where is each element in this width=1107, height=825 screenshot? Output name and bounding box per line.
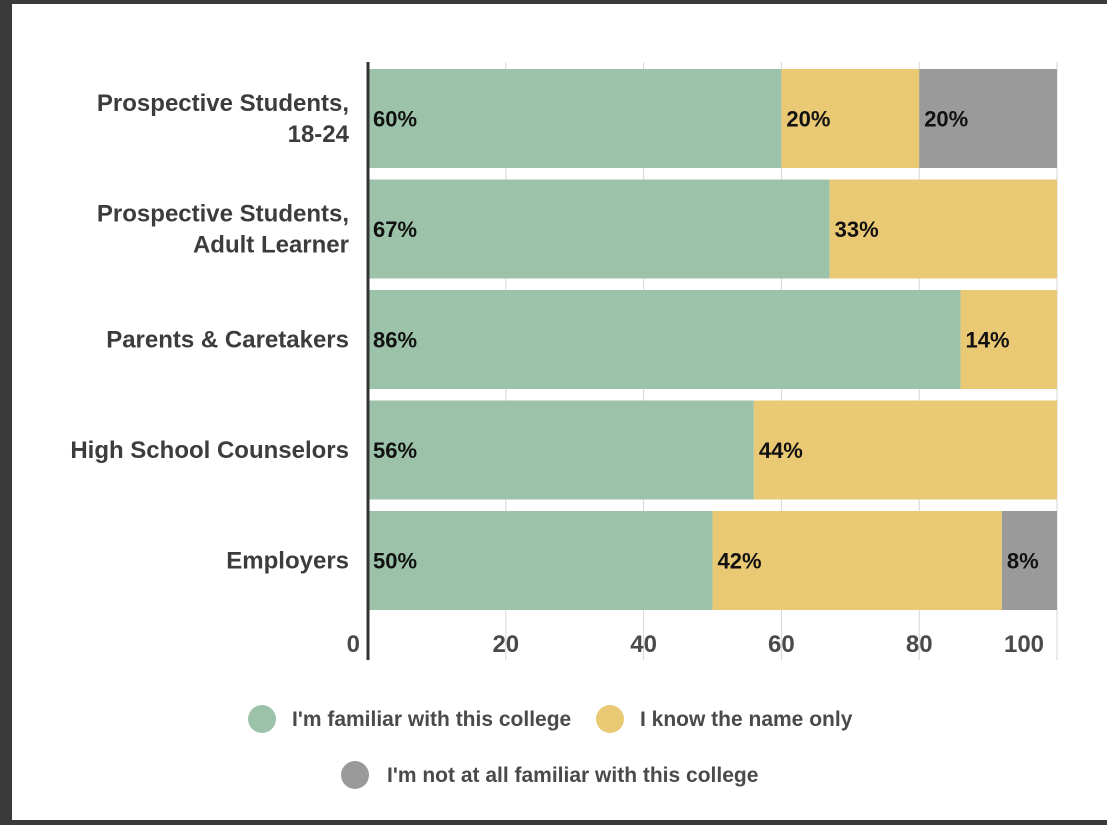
data-label: 56% bbox=[373, 438, 417, 463]
data-label: 67% bbox=[373, 217, 417, 242]
category-label: Employers bbox=[226, 548, 349, 575]
data-label: 20% bbox=[786, 107, 830, 132]
data-label: 42% bbox=[718, 549, 762, 574]
data-label: 14% bbox=[966, 328, 1010, 353]
legend-label: I'm familiar with this college bbox=[292, 708, 571, 731]
bar-segment bbox=[368, 511, 713, 610]
x-tick-label: 20 bbox=[492, 631, 519, 658]
x-tick-label: 0 bbox=[347, 631, 360, 658]
x-tick-label: 80 bbox=[906, 631, 933, 658]
bar-segment bbox=[1001, 511, 1057, 610]
bar-segment bbox=[960, 290, 1057, 389]
data-label: 50% bbox=[373, 549, 417, 574]
data-label: 86% bbox=[373, 328, 417, 353]
legend-swatch bbox=[341, 761, 369, 789]
category-label: 18-24 bbox=[288, 121, 350, 148]
data-label: 60% bbox=[373, 107, 417, 132]
bar-segment bbox=[368, 69, 782, 168]
bar-segment bbox=[753, 400, 1057, 500]
stacked-bar-chart: 60% 20% 20% 67% 33% 86% 14% 56% 44% 50% 42% 8% Pros… bbox=[70, 62, 1058, 789]
legend-swatch bbox=[596, 705, 624, 733]
legend-label: I know the name only bbox=[640, 708, 853, 731]
legend: I'm familiar with this college I know the… bbox=[248, 705, 853, 789]
data-label: 44% bbox=[759, 438, 803, 463]
x-tick-label: 100 bbox=[1004, 631, 1044, 658]
legend-label: I'm not at all familiar with this colleg… bbox=[387, 764, 758, 787]
data-label: 8% bbox=[1007, 549, 1039, 574]
chart-frame: 60% 20% 20% 67% 33% 86% 14% 56% 44% 50% 42% 8% Pros… bbox=[12, 4, 1107, 820]
data-label: 33% bbox=[835, 217, 879, 242]
data-label: 20% bbox=[924, 107, 968, 132]
bar-segment bbox=[919, 69, 1057, 168]
category-label: Adult Learner bbox=[193, 232, 349, 259]
category-label: High School Counselors bbox=[70, 437, 349, 464]
x-tick-label: 60 bbox=[768, 631, 795, 658]
category-label: Prospective Students, bbox=[97, 201, 349, 228]
axes: Prospective Students, 18-24 Prospective St… bbox=[70, 62, 1044, 660]
x-tick-label: 40 bbox=[630, 631, 657, 658]
category-label: Parents & Caretakers bbox=[106, 327, 349, 354]
category-label: Prospective Students, bbox=[97, 90, 349, 117]
bar-segment bbox=[368, 400, 754, 500]
bar-segment bbox=[829, 179, 1057, 279]
legend-swatch bbox=[248, 705, 276, 733]
bar-segment bbox=[712, 511, 1002, 610]
bars: 60% 20% 20% 67% 33% 86% 14% 56% 44% 50% 42% 8% bbox=[368, 69, 1057, 610]
bar-segment bbox=[781, 69, 920, 168]
bar-segment bbox=[368, 290, 961, 389]
bar-segment bbox=[368, 179, 830, 279]
